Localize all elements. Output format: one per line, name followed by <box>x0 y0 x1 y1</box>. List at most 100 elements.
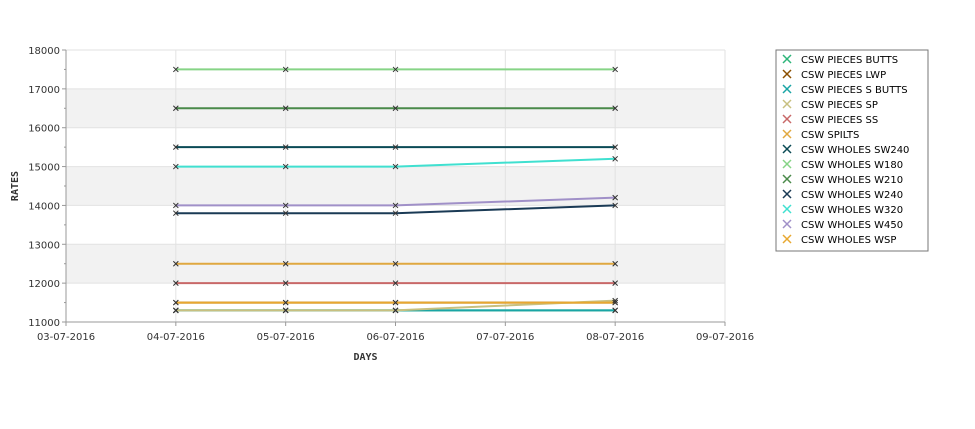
data-point <box>612 202 619 209</box>
legend-item: CSW WHOLES W450 <box>782 219 903 231</box>
data-point <box>282 66 289 73</box>
series-line-9 <box>175 204 616 215</box>
legend-box <box>775 49 929 252</box>
data-point <box>612 155 619 162</box>
y-axis-title: RATES <box>10 171 21 201</box>
data-point <box>612 260 619 267</box>
data-point <box>282 260 289 267</box>
data-point <box>392 280 399 286</box>
legend-marker <box>782 219 792 229</box>
legend-label: CSW PIECES SS <box>801 115 878 126</box>
y-axis-ticks: 11000 12000 13000 14000 15000 16000 17000 18000 <box>28 46 66 329</box>
data-point <box>282 202 289 209</box>
data-point <box>282 144 289 150</box>
legend-label: CSW WHOLES W240 <box>801 190 903 201</box>
data-point <box>612 105 619 112</box>
x-axis-ticks: 03-07-2016 04-07-2016 05-07-2016 06-07-2016… <box>37 322 754 343</box>
legend-label: CSW PIECES SP <box>801 100 878 111</box>
x-tick-label: 05-07-2016 <box>257 332 315 343</box>
x-tick-label: 08-07-2016 <box>586 332 644 343</box>
legend-label: CSW WHOLES W320 <box>801 205 903 216</box>
legend-marker <box>782 69 792 79</box>
legend-item: CSW PIECES BUTTS <box>782 54 898 66</box>
legend-marker <box>782 129 792 139</box>
data-point <box>172 280 179 286</box>
data-point <box>392 299 399 306</box>
legend-label: CSW WHOLES W450 <box>801 220 903 231</box>
legend-label: CSW PIECES LWP <box>801 70 886 81</box>
legend-label: CSW WHOLES WSP <box>801 235 896 246</box>
legend-marker <box>782 174 792 184</box>
data-point <box>282 105 289 112</box>
legend-item: CSW WHOLES W210 <box>782 174 903 186</box>
legend-marker <box>782 204 792 214</box>
legend-label: CSW WHOLES W210 <box>801 175 903 186</box>
data-point <box>392 210 399 217</box>
x-tick-label: 06-07-2016 <box>366 332 424 343</box>
legend-item: CSW PIECES SS <box>782 114 878 126</box>
data-point <box>392 202 399 209</box>
y-tick-label: 16000 <box>28 124 60 135</box>
legend-marker <box>782 189 792 199</box>
y-tick-label: 12000 <box>28 279 60 290</box>
data-point <box>172 299 179 306</box>
y-tick-label: 14000 <box>28 201 60 212</box>
data-point <box>612 307 619 314</box>
legend-marker <box>782 144 792 154</box>
data-point <box>392 144 399 150</box>
data-point <box>172 105 179 112</box>
data-point <box>392 307 399 314</box>
legend-label: CSW PIECES BUTTS <box>801 55 898 66</box>
legend-label: CSW WHOLES SW240 <box>801 145 909 156</box>
series-markers <box>172 66 619 314</box>
data-point <box>172 202 179 209</box>
y-tick-label: 13000 <box>28 240 60 251</box>
legend-item: CSW WHOLES W180 <box>782 159 903 171</box>
legend-item: CSW PIECES SP <box>782 99 878 111</box>
data-point <box>612 66 619 73</box>
legend-marker <box>782 99 792 109</box>
data-point <box>172 307 179 314</box>
data-point <box>282 163 289 170</box>
data-point <box>612 194 619 201</box>
data-point <box>172 144 179 150</box>
data-point <box>392 105 399 112</box>
legend-marker <box>782 54 792 64</box>
data-point <box>392 260 399 267</box>
y-tick-label: 11000 <box>28 318 60 329</box>
series-lines <box>175 68 616 312</box>
data-point <box>172 163 179 170</box>
data-point <box>172 210 179 217</box>
legend: CSW PIECES BUTTS CSW PIECES LWP CSW PIECES… <box>775 49 929 252</box>
legend-label: CSW SPILTS <box>801 130 859 141</box>
y-tick-label: 18000 <box>28 46 60 57</box>
legend-item: CSW WHOLES WSP <box>782 234 896 246</box>
legend-marker <box>782 159 792 169</box>
series-line-3 <box>175 299 616 312</box>
x-tick-label: 07-07-2016 <box>476 332 534 343</box>
legend-item: CSW PIECES S BUTTS <box>782 84 908 96</box>
series-line-10 <box>175 157 616 168</box>
data-point <box>282 307 289 314</box>
data-point <box>392 66 399 73</box>
legend-item: CSW PIECES LWP <box>782 69 886 81</box>
y-tick-label: 17000 <box>28 85 60 96</box>
data-point <box>172 66 179 73</box>
data-point <box>612 280 619 286</box>
x-tick-label: 03-07-2016 <box>37 332 95 343</box>
legend-label: CSW PIECES S BUTTS <box>801 85 908 96</box>
data-point <box>282 299 289 306</box>
data-point <box>282 210 289 217</box>
legend-marker <box>782 114 792 124</box>
y-tick-label: 15000 <box>28 163 60 174</box>
data-point <box>392 163 399 170</box>
data-point <box>612 144 619 150</box>
data-point <box>612 299 619 306</box>
data-point <box>612 297 619 304</box>
legend-marker <box>782 234 792 244</box>
x-tick-label: 09-07-2016 <box>696 332 754 343</box>
legend-label: CSW WHOLES W180 <box>801 160 903 171</box>
legend-item: CSW SPILTS <box>782 129 859 141</box>
data-point <box>172 260 179 267</box>
